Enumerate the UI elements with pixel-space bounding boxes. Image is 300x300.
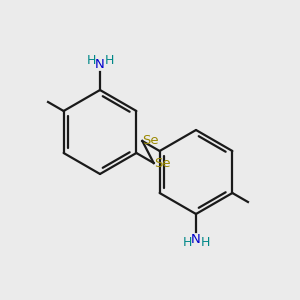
Text: N: N (95, 58, 105, 71)
Text: Se: Se (154, 157, 170, 169)
Text: N: N (191, 233, 201, 246)
Text: H: H (200, 236, 210, 250)
Text: H: H (104, 55, 114, 68)
Text: H: H (86, 55, 96, 68)
Text: H: H (182, 236, 192, 250)
Text: Se: Se (142, 134, 159, 148)
